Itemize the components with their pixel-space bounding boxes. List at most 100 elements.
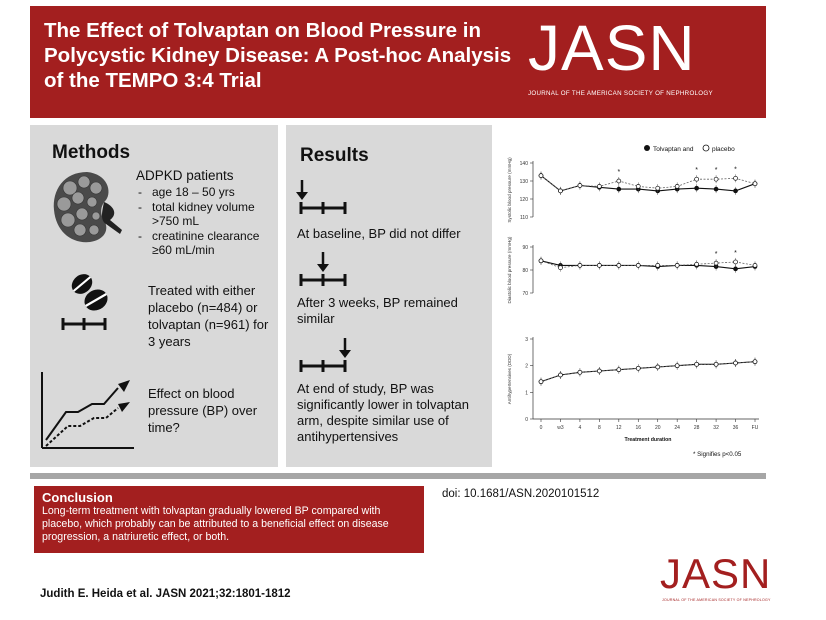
criteria-item: total kidney volume >750 mL <box>138 200 273 229</box>
significance-star: * <box>715 167 718 174</box>
series-line-placebo <box>540 361 756 383</box>
y-tick-label: 2 <box>525 364 528 370</box>
data-point-tolvaptan <box>616 186 622 192</box>
pills-icon <box>61 274 108 330</box>
x-tick-label: 4 <box>579 425 582 431</box>
data-point-placebo <box>558 188 563 194</box>
data-point-placebo <box>635 365 641 371</box>
result-week3: After 3 weeks, BP remained similar <box>297 295 458 326</box>
bp-line-charts: Tolvaptan and placebo110120130140Systolic… <box>507 144 759 458</box>
conclusion-box: Conclusion Long-term treatment with tolv… <box>34 486 424 553</box>
divider <box>30 473 766 479</box>
x-tick-label: 32 <box>713 425 719 431</box>
data-point-placebo <box>597 368 602 374</box>
y-axis-label: Diastolic blood pressure (mmHg) <box>507 236 512 303</box>
data-point-placebo <box>616 367 622 373</box>
criteria-item: age 18 – 50 yrs <box>138 185 273 200</box>
significance-star: * <box>734 166 737 173</box>
jasn-logo: JASN <box>528 12 696 84</box>
data-point-placebo <box>655 263 661 268</box>
trend-chart-icon <box>41 372 134 449</box>
data-point-placebo <box>674 263 680 268</box>
data-point-placebo <box>558 372 563 378</box>
y-tick-label: 80 <box>522 268 528 274</box>
y-tick-label: 90 <box>522 245 528 251</box>
treatment-text: Treated with either placebo (n=484) or t… <box>148 283 269 349</box>
data-point-placebo <box>616 178 622 184</box>
data-point-tolvaptan <box>694 185 699 191</box>
jasn-footer-logo-subtitle: JOURNAL OF THE AMERICAN SOCIETY OF NEPHR… <box>662 598 771 602</box>
results-title: Results <box>300 145 369 166</box>
data-point-placebo <box>577 369 583 375</box>
patients-heading: ADPKD patients <box>136 168 234 183</box>
significance-star: * <box>695 167 698 174</box>
y-tick-label: 1 <box>525 390 528 396</box>
doi-text: doi: 10.1681/ASN.2020101512 <box>442 488 600 500</box>
data-point-placebo <box>713 361 719 367</box>
y-tick-label: 70 <box>522 291 528 297</box>
y-tick-label: 130 <box>520 179 529 185</box>
header-banner: The Effect of Tolvaptan on Blood Pressur… <box>30 6 766 118</box>
data-point-tolvaptan <box>713 186 719 192</box>
data-point-placebo <box>635 184 641 189</box>
jasn-footer-logo: JASN <box>660 550 772 597</box>
data-point-placebo <box>577 263 583 268</box>
data-point-placebo <box>674 363 680 369</box>
series-line-placebo <box>540 260 756 269</box>
jasn-logo-subtitle: JOURNAL OF THE AMERICAN SOCIETY OF NEPHR… <box>528 90 713 97</box>
series-line-placebo <box>540 175 756 192</box>
y-tick-label: 140 <box>520 161 529 167</box>
significance-star: * <box>617 169 620 176</box>
x-tick-label: 20 <box>655 425 661 431</box>
y-tick-label: 0 <box>525 417 528 423</box>
data-point-placebo <box>713 176 719 182</box>
data-point-placebo <box>538 379 544 385</box>
data-point-placebo <box>577 183 583 188</box>
data-point-placebo <box>538 258 544 264</box>
x-tick-label: 0 <box>540 425 543 431</box>
result-baseline: At baseline, BP did not differ <box>297 226 461 241</box>
criteria-item: creatinine clearance ≥60 mL/min <box>138 229 273 258</box>
timeline-baseline-icon <box>296 180 347 214</box>
conclusion-text: Long-term treatment with tolvaptan gradu… <box>42 505 389 543</box>
data-point-placebo <box>733 175 738 181</box>
data-point-placebo <box>752 263 758 268</box>
data-point-placebo <box>713 260 719 266</box>
significance-star: * <box>715 251 718 258</box>
y-tick-label: 120 <box>520 197 529 203</box>
series-line-tolvaptan <box>540 260 756 270</box>
x-tick-label: 36 <box>733 425 739 431</box>
x-tick-label: 28 <box>694 425 700 431</box>
data-point-placebo <box>655 364 661 370</box>
criteria-list: age 18 – 50 yrs total kidney volume >750… <box>138 185 273 258</box>
data-point-placebo <box>752 181 758 187</box>
legend-tolvaptan-label: Tolvaptan and <box>653 146 694 153</box>
legend-placebo-marker <box>702 144 710 152</box>
x-tick-label: 12 <box>616 425 622 431</box>
data-point-placebo <box>674 184 680 189</box>
polycystic-kidney-icon <box>53 172 122 243</box>
data-point-tolvaptan <box>733 266 738 272</box>
data-point-placebo <box>558 265 563 271</box>
y-tick-label: 3 <box>525 337 528 343</box>
data-point-placebo <box>616 263 622 268</box>
y-axis-label: Systolic blood pressure (mmHg) <box>507 157 512 223</box>
data-point-placebo <box>694 261 699 267</box>
series-line-tolvaptan <box>540 361 756 383</box>
x-axis-label: Treatment duration <box>625 437 672 443</box>
data-point-placebo <box>597 184 602 189</box>
x-tick-label: FU <box>752 425 759 431</box>
x-tick-label: w3 <box>557 425 564 431</box>
result-end-of-study: At end of study, BP was significantly lo… <box>297 381 469 444</box>
y-axis-label: Antihypertensives (DDD) <box>507 353 512 404</box>
data-point-placebo <box>635 263 641 268</box>
series-line-tolvaptan <box>540 175 756 192</box>
outcome-text: Effect on blood pressure (BP) over time? <box>148 386 258 435</box>
data-point-placebo <box>538 173 544 178</box>
data-point-placebo <box>733 360 738 366</box>
data-point-placebo <box>655 185 661 191</box>
chart-panel: Tolvaptan and placebo 110 120 130 140 Systolic… <box>497 125 765 467</box>
x-tick-label: 16 <box>635 425 641 431</box>
citation: Judith E. Heida et al. JASN 2021;32:1801… <box>40 588 291 600</box>
x-tick-label: 24 <box>674 425 680 431</box>
